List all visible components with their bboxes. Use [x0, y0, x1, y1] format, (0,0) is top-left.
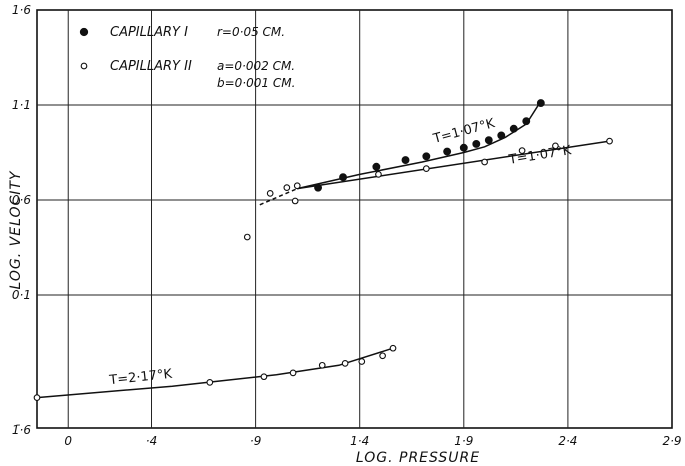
capillary-2-point: [518, 147, 526, 154]
legend-open-marker: [80, 62, 88, 70]
x-tick-label: 2·4: [558, 434, 577, 448]
capillary-2-point: [379, 352, 386, 360]
capillary-2-point: [206, 379, 214, 386]
legend-parameter: a=0·002 CM.: [217, 59, 295, 73]
x-tick-label: 1·4: [350, 434, 369, 448]
fit-curve: [259, 187, 298, 206]
capillary-1-point: [372, 162, 381, 171]
capillary-2-point: [358, 358, 366, 365]
x-axis-label: LOG. PRESSURE: [356, 450, 480, 466]
fit-curves: [36, 100, 610, 399]
legend-parameter: r=0·05 CM.: [217, 25, 285, 39]
legend-filled-marker: [79, 27, 89, 37]
capillary-1-point: [401, 156, 410, 165]
legend: CAPILLARY I r=0·05 CM. CAPILLARY II a=0·002…: [79, 25, 295, 90]
capillary-1-point: [459, 143, 468, 152]
y-tick-label: 1̄·6: [12, 423, 31, 437]
x-tick-label: 1·9: [454, 434, 473, 448]
capillary-2-point: [33, 394, 41, 401]
x-tick-label: ·9: [250, 434, 261, 448]
capillary-2-point: [341, 360, 349, 367]
capillary-2-point: [289, 369, 297, 377]
capillary-2-point: [291, 197, 299, 205]
capillary-2-point: [481, 158, 488, 166]
capillary-2-point: [318, 361, 326, 369]
x-tick-label: ·4: [146, 434, 157, 448]
capillary-1-point: [536, 99, 545, 108]
capillary-1-point: [522, 117, 531, 126]
capillary-2-point: [552, 142, 559, 150]
capillary-2-point: [260, 373, 268, 381]
capillary-2-point: [389, 344, 397, 352]
capillary-2-point: [243, 233, 251, 241]
legend-series-name: CAPILLARY II: [110, 59, 192, 74]
capillary-2-point: [375, 171, 382, 178]
tick-labels: 0 ·4 ·9 1·4 1·9 2·4 2·9 1·6 1·1 0·6 0·1 1̄·6: [12, 3, 682, 448]
capillary-2-point: [283, 184, 291, 191]
y-tick-label: 1·1: [12, 98, 31, 112]
capillary-2-point: [422, 165, 430, 172]
x-tick-label: 0: [64, 434, 72, 448]
capillary-1-point: [339, 173, 347, 182]
capillary-1-point: [472, 140, 481, 148]
capillary-1-point: [484, 136, 493, 145]
y-tick-label: 0·1: [12, 288, 31, 302]
capillary-1-point: [314, 183, 323, 192]
capillary-1-point: [443, 147, 452, 156]
y-axis-label: LOG. VELOCITY: [8, 170, 24, 289]
legend-parameter: b=0·001 CM.: [217, 76, 295, 90]
fit-curve: [36, 347, 394, 399]
curve-label: T=2·17°K: [108, 367, 173, 389]
fit-curve: [297, 140, 610, 190]
fit-curve: [297, 100, 542, 190]
capillary-2-point: [266, 190, 274, 197]
capillary-1-point: [422, 152, 431, 161]
y-tick-label: 0·6: [12, 193, 31, 207]
data-points: [33, 99, 613, 401]
capillary-1-point: [509, 124, 518, 133]
plot-frame: [36, 9, 673, 429]
capillary-1-point: [497, 131, 506, 140]
y-tick-label: 1·6: [12, 3, 31, 17]
legend-series-name: CAPILLARY I: [110, 25, 188, 40]
capillary-2-point: [293, 182, 301, 190]
x-tick-label: 2·9: [662, 434, 681, 448]
capillary-2-point: [606, 137, 613, 145]
curve-label: T=1·07°K: [507, 143, 573, 168]
